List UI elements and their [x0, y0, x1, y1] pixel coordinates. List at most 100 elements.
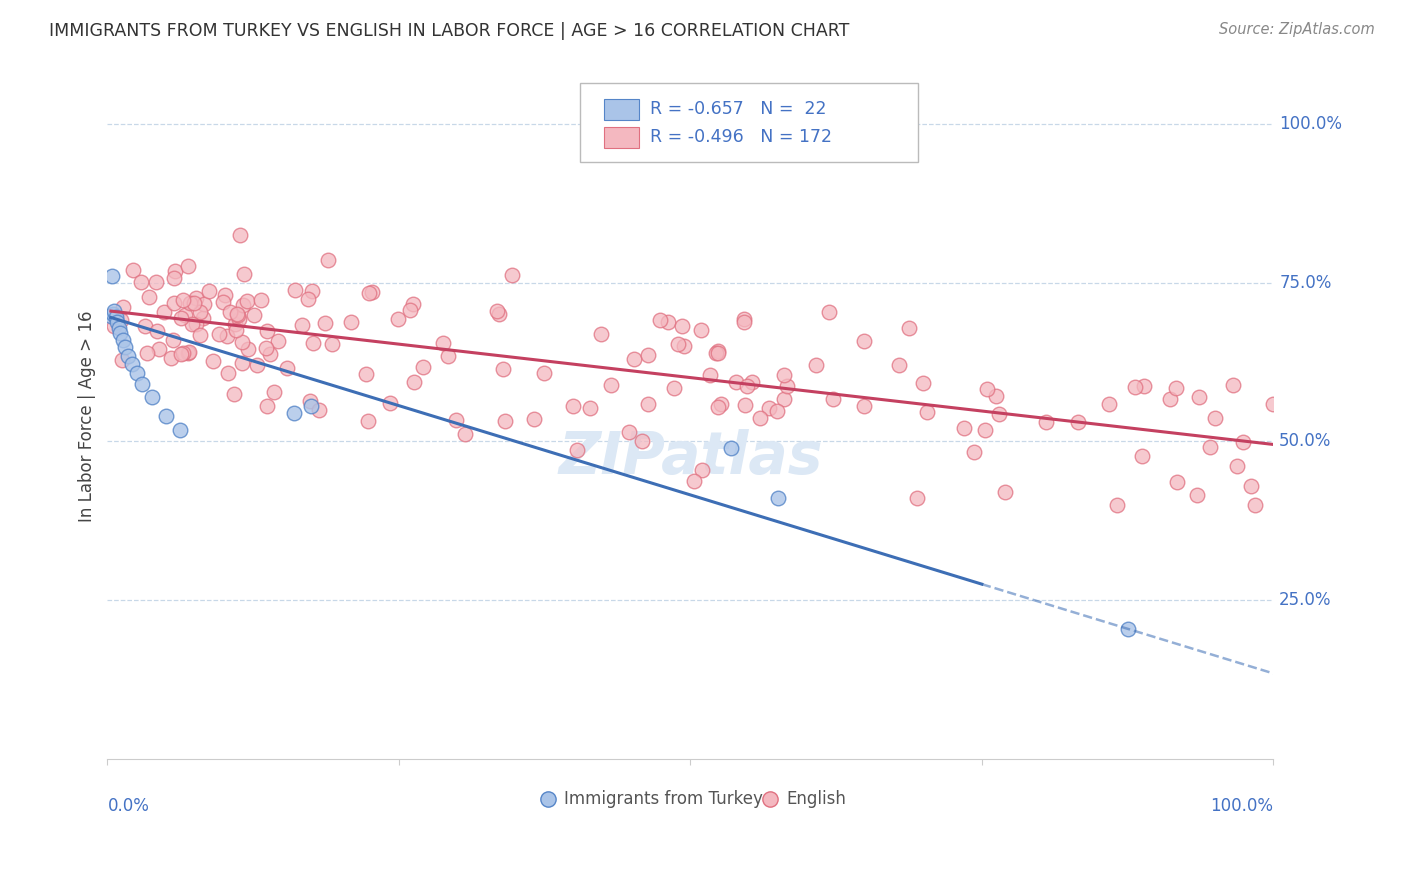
Point	[183, 296, 205, 310]
Point	[1188, 390, 1211, 404]
Point	[657, 314, 679, 328]
Point	[637, 348, 659, 362]
Point	[225, 323, 247, 337]
Point	[766, 403, 789, 417]
Point	[141, 390, 163, 404]
Point	[177, 345, 200, 359]
Point	[321, 337, 343, 351]
Point	[243, 308, 266, 322]
Point	[733, 312, 755, 326]
Y-axis label: In Labor Force | Age > 16: In Labor Force | Age > 16	[79, 310, 96, 522]
Point	[163, 270, 186, 285]
Point	[486, 303, 509, 318]
FancyBboxPatch shape	[605, 99, 640, 120]
Point	[1098, 397, 1121, 411]
Point	[1232, 434, 1254, 449]
Point	[299, 393, 322, 408]
Point	[153, 305, 176, 319]
Point	[228, 312, 250, 326]
Point	[212, 294, 235, 309]
Point	[155, 409, 177, 423]
Text: Immigrants from Turkey: Immigrants from Turkey	[564, 789, 763, 807]
Point	[165, 264, 187, 278]
Point	[437, 349, 460, 363]
Point	[707, 345, 730, 359]
Point	[402, 376, 425, 390]
Point	[226, 308, 249, 322]
Point	[146, 324, 169, 338]
Point	[179, 296, 201, 310]
Point	[224, 317, 246, 331]
Point	[1244, 498, 1267, 512]
Point	[1035, 416, 1057, 430]
Text: English: English	[786, 789, 846, 807]
Point	[758, 401, 780, 415]
Point	[897, 321, 920, 335]
Point	[162, 295, 184, 310]
Point	[238, 342, 260, 356]
Point	[129, 275, 152, 289]
Point	[1133, 379, 1156, 393]
Point	[276, 360, 298, 375]
Point	[915, 405, 938, 419]
Point	[720, 441, 742, 455]
Point	[181, 317, 204, 331]
Point	[591, 326, 613, 341]
Point	[682, 474, 704, 488]
Point	[444, 413, 467, 427]
Point	[402, 297, 425, 311]
Point	[177, 346, 200, 360]
Point	[215, 329, 238, 343]
Point	[988, 407, 1011, 421]
Point	[1166, 475, 1188, 490]
Point	[889, 359, 911, 373]
Point	[775, 379, 797, 393]
Point	[339, 315, 361, 329]
Point	[623, 352, 645, 367]
Point	[108, 326, 131, 341]
Point	[699, 368, 721, 382]
Point	[1185, 488, 1208, 502]
Point	[1240, 479, 1263, 493]
Point	[637, 397, 659, 411]
Point	[748, 410, 770, 425]
Point	[704, 345, 727, 359]
Point	[1164, 381, 1187, 395]
Point	[804, 358, 827, 372]
Point	[125, 366, 148, 380]
Point	[299, 400, 322, 414]
Point	[111, 333, 134, 347]
Point	[229, 227, 252, 242]
Point	[267, 334, 290, 348]
Point	[197, 284, 219, 298]
Text: R = -0.657   N =  22: R = -0.657 N = 22	[650, 100, 827, 119]
Point	[706, 344, 728, 359]
Point	[103, 319, 125, 334]
Text: R = -0.496   N = 172: R = -0.496 N = 172	[650, 128, 831, 145]
Point	[111, 300, 134, 314]
Point	[114, 340, 136, 354]
Point	[724, 376, 747, 390]
Point	[360, 285, 382, 299]
Point	[217, 366, 239, 380]
Text: ZIPatlas: ZIPatlas	[558, 428, 823, 485]
Point	[246, 358, 269, 372]
Point	[1116, 622, 1139, 636]
Point	[561, 399, 583, 413]
Point	[105, 315, 128, 329]
Point	[231, 335, 253, 350]
Text: 75.0%: 75.0%	[1279, 274, 1331, 292]
Point	[741, 375, 763, 389]
Point	[108, 321, 131, 335]
Point	[905, 491, 928, 505]
Point	[617, 425, 640, 439]
Point	[737, 378, 759, 392]
Point	[100, 309, 122, 323]
Point	[710, 397, 733, 411]
Point	[169, 423, 191, 437]
Point	[648, 313, 671, 327]
Point	[818, 305, 841, 319]
FancyBboxPatch shape	[579, 83, 918, 162]
Point	[432, 336, 454, 351]
Point	[911, 376, 934, 391]
